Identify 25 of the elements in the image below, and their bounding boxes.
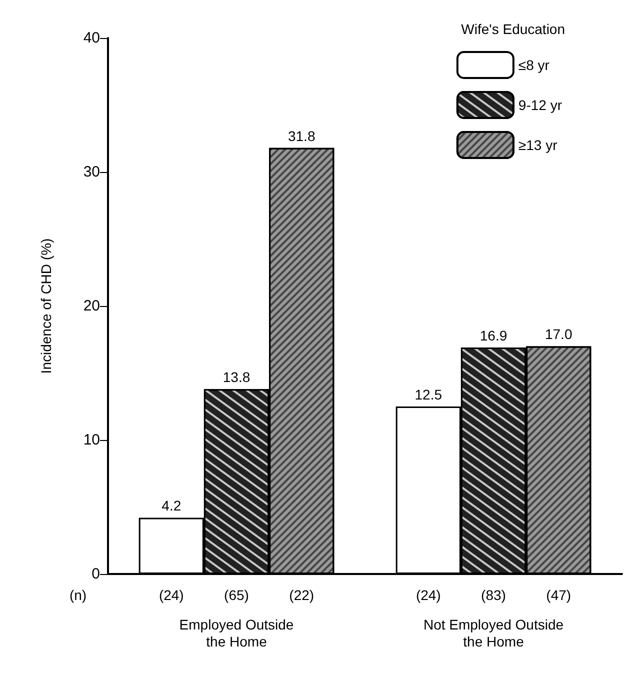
y-tick-label: 0 xyxy=(92,566,100,582)
data-label: 13.8 xyxy=(222,369,250,386)
legend-label: 9-12 yr xyxy=(518,97,562,113)
legend-title: Wife's Education xyxy=(461,21,566,37)
x-tick-label: Employed Outside the Home xyxy=(179,616,294,650)
y-tick-label: 10 xyxy=(83,432,100,448)
data-label: 12.5 xyxy=(414,386,442,402)
y-tick-label: 30 xyxy=(83,164,100,180)
y-tick-label: 20 xyxy=(83,298,100,314)
data-label: 17.0 xyxy=(544,326,572,342)
text: (n) xyxy=(69,587,87,603)
text: (24) xyxy=(158,587,184,603)
text: (65) xyxy=(224,587,249,603)
legend-label: ≤8 yr xyxy=(518,57,550,73)
y-tick-label: 40 xyxy=(83,30,100,46)
text: (24) xyxy=(416,587,441,603)
data-label: 4.2 xyxy=(162,498,182,514)
y-axis-title: Incidence of CHD (%) xyxy=(38,238,54,374)
legend-label: ≥13 yr xyxy=(518,137,558,153)
text: (22) xyxy=(289,587,314,603)
data-label: 16.9 xyxy=(480,328,508,344)
data-label: 31.8 xyxy=(288,128,316,144)
text: (47) xyxy=(546,587,572,603)
text: (83) xyxy=(481,587,506,603)
x-tick-label: Not Employed Outside the Home xyxy=(423,616,564,650)
